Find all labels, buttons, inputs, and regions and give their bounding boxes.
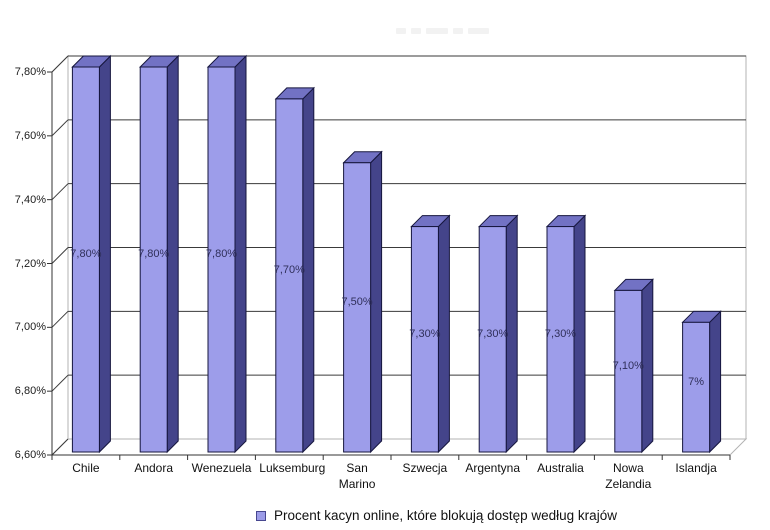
category-label: Andora [134,461,174,475]
category-label: Nowa Zelandia [605,461,652,491]
bar-szwecja [410,226,439,453]
category-label: Islandja [675,461,717,475]
bar-andora [139,66,168,453]
bar-data-label: 7,80% [138,248,170,260]
bar-data-label: 7,30% [477,327,509,340]
category-label: San Marino [338,461,376,491]
y-axis-label: 7,00% [14,321,46,334]
faint-title-fragment [426,28,448,34]
bar-argentyna [478,226,507,453]
legend-label: Procent kacyn online, które blokują dost… [274,508,617,523]
bar-data-label: 7,50% [341,295,373,308]
bar-data-label: 7,70% [273,263,305,276]
category-label: Australia [537,461,584,475]
y-axis-label: 6,80% [14,385,46,398]
y-axis-label: 7,60% [14,129,46,142]
gridline-connector [51,119,69,137]
faint-title-fragment [453,28,463,34]
legend: Procent kacyn online, które blokują dost… [256,508,617,523]
category-label: Argentyna [465,461,521,475]
bar-san-marino [343,162,372,453]
bar-side-face [709,310,722,454]
legend-marker-icon [256,510,266,521]
bar-data-label: 7,80% [205,248,238,260]
category-label: Szwecja [402,461,448,475]
bar-nowa-zelandia [614,289,643,453]
gridline-connector [51,247,69,264]
faint-title-fragment [396,28,406,34]
y-axis-label: 6,60% [14,449,46,461]
gridline-connector [51,310,69,328]
bar-chile [71,66,100,453]
bar-data-label: 7,30% [409,327,441,340]
faint-title-fragment [411,28,421,34]
gridline-connector [51,183,69,201]
bar-data-label: 7,10% [612,359,644,372]
bar-islandja [682,321,711,453]
bar-data-label: 7,80% [70,248,102,260]
category-label: Chile [72,461,100,475]
bar-australia [546,226,575,453]
bar-data-label: 7% [688,375,705,388]
faint-title-fragment [468,28,489,34]
gridline-connector [51,55,69,73]
y-axis-label: 7,80% [14,66,46,78]
category-label: Wenezuela [191,461,252,475]
y-axis-label: 7,40% [14,193,46,206]
gridline-connector [51,374,69,392]
bar-wenezuela [207,66,236,453]
category-label: Luksemburg [259,461,326,475]
plot-area [47,54,748,460]
bar-luksemburg [275,98,304,453]
bar-data-label: 7,30% [544,327,577,340]
y-axis-label: 7,20% [14,257,46,270]
gridline-connector [51,438,69,456]
faint-title-remnant [396,28,489,34]
